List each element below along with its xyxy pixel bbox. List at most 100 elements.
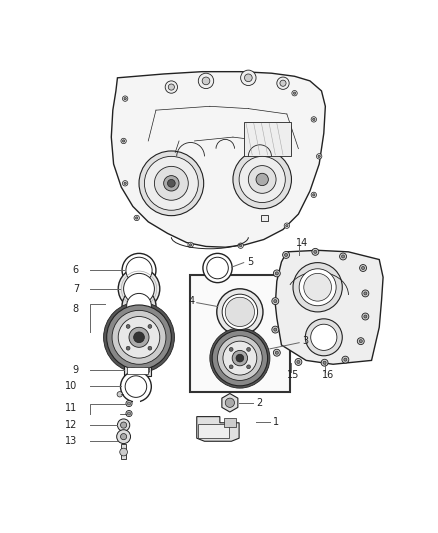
Circle shape <box>129 327 149 348</box>
Circle shape <box>202 77 210 85</box>
Circle shape <box>167 180 175 187</box>
Circle shape <box>342 356 349 363</box>
Circle shape <box>283 252 290 259</box>
Circle shape <box>124 182 126 184</box>
Circle shape <box>123 181 128 186</box>
Circle shape <box>124 273 155 304</box>
Circle shape <box>225 398 234 407</box>
Circle shape <box>135 217 138 219</box>
Circle shape <box>313 193 315 196</box>
Circle shape <box>321 359 328 366</box>
Circle shape <box>103 302 174 373</box>
Circle shape <box>222 294 258 329</box>
Circle shape <box>247 365 251 369</box>
Circle shape <box>342 255 345 258</box>
Circle shape <box>305 319 342 356</box>
Circle shape <box>123 96 128 101</box>
Circle shape <box>280 80 286 86</box>
Circle shape <box>240 245 242 247</box>
Circle shape <box>207 257 228 279</box>
Circle shape <box>311 192 317 198</box>
Circle shape <box>236 354 244 362</box>
Circle shape <box>311 324 337 350</box>
Circle shape <box>293 263 342 312</box>
Bar <box>133 400 139 405</box>
Circle shape <box>238 243 244 248</box>
Text: 9: 9 <box>73 366 79 375</box>
Circle shape <box>190 244 192 246</box>
Circle shape <box>362 313 369 320</box>
Circle shape <box>148 346 152 350</box>
Circle shape <box>126 400 132 407</box>
Polygon shape <box>222 393 238 412</box>
Text: 7: 7 <box>73 284 79 294</box>
Circle shape <box>299 269 336 306</box>
Circle shape <box>107 305 171 370</box>
Circle shape <box>240 70 256 85</box>
Circle shape <box>276 351 279 354</box>
Polygon shape <box>276 251 383 364</box>
Circle shape <box>225 297 254 327</box>
Circle shape <box>126 410 132 417</box>
Circle shape <box>284 223 290 228</box>
Text: 6: 6 <box>73 265 79 276</box>
Polygon shape <box>197 417 239 441</box>
Circle shape <box>256 173 268 185</box>
Circle shape <box>122 289 156 322</box>
Bar <box>121 443 126 459</box>
Text: 3: 3 <box>302 336 308 346</box>
Circle shape <box>120 448 127 456</box>
Circle shape <box>188 242 193 248</box>
Circle shape <box>293 92 296 94</box>
Circle shape <box>357 338 364 345</box>
Circle shape <box>121 138 126 144</box>
Text: 8: 8 <box>73 304 79 314</box>
Circle shape <box>364 292 367 295</box>
Circle shape <box>314 251 317 253</box>
Circle shape <box>125 376 147 398</box>
Bar <box>124 365 151 376</box>
Circle shape <box>118 268 160 310</box>
Circle shape <box>323 361 326 364</box>
Bar <box>190 275 290 392</box>
Circle shape <box>273 349 280 356</box>
Circle shape <box>210 328 270 388</box>
Circle shape <box>272 297 279 304</box>
Circle shape <box>117 430 131 443</box>
Circle shape <box>229 348 233 351</box>
Text: 1: 1 <box>273 417 279 427</box>
Bar <box>127 367 148 374</box>
Text: 4: 4 <box>188 296 194 306</box>
Circle shape <box>120 422 127 428</box>
Circle shape <box>144 367 150 374</box>
Circle shape <box>277 77 289 90</box>
Text: 11: 11 <box>65 403 78 413</box>
Circle shape <box>134 332 145 343</box>
Circle shape <box>318 155 320 158</box>
Circle shape <box>124 98 126 100</box>
Circle shape <box>276 272 279 275</box>
Circle shape <box>155 166 188 200</box>
Text: 14: 14 <box>296 238 308 248</box>
Circle shape <box>274 300 277 303</box>
Text: 5: 5 <box>247 257 253 267</box>
Circle shape <box>312 248 319 255</box>
Circle shape <box>168 84 174 90</box>
Circle shape <box>198 73 214 88</box>
Circle shape <box>244 74 252 82</box>
Circle shape <box>120 371 151 402</box>
Circle shape <box>229 365 233 369</box>
Bar <box>198 424 229 438</box>
Circle shape <box>248 166 276 193</box>
Bar <box>224 418 236 427</box>
Circle shape <box>122 253 156 287</box>
Text: 13: 13 <box>65 436 78 446</box>
Circle shape <box>126 325 130 328</box>
Circle shape <box>311 117 317 122</box>
Circle shape <box>212 330 268 386</box>
Text: 15: 15 <box>287 370 299 380</box>
Circle shape <box>339 253 346 260</box>
Text: 2: 2 <box>256 398 262 408</box>
Text: 12: 12 <box>65 420 78 430</box>
Circle shape <box>130 367 136 374</box>
